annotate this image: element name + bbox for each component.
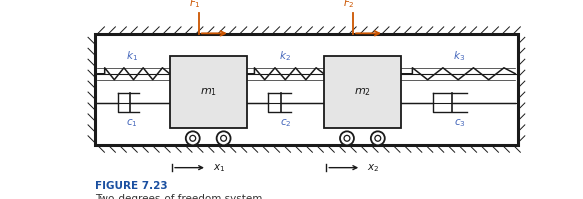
Text: $x_1$: $x_1$ [213, 162, 225, 174]
Circle shape [190, 135, 196, 141]
Text: $k_1$: $k_1$ [127, 49, 138, 63]
Bar [324, 56, 401, 128]
Text: $k_3$: $k_3$ [454, 49, 465, 63]
Circle shape [221, 135, 227, 141]
Circle shape [371, 131, 385, 145]
Text: $c_1$: $c_1$ [127, 118, 138, 129]
Circle shape [186, 131, 200, 145]
Text: Two-degrees-of-freedom system.: Two-degrees-of-freedom system. [95, 194, 266, 199]
Bar [170, 56, 247, 128]
Circle shape [375, 135, 381, 141]
Text: $x_2$: $x_2$ [367, 162, 380, 174]
Circle shape [344, 135, 350, 141]
Text: $m_2$: $m_2$ [354, 86, 371, 98]
Text: $c_2$: $c_2$ [279, 118, 291, 129]
Circle shape [217, 131, 230, 145]
Text: $F_2$: $F_2$ [343, 0, 355, 11]
Text: FIGURE 7.23: FIGURE 7.23 [95, 181, 168, 191]
Text: $F_1$: $F_1$ [189, 0, 201, 11]
Bar [95, 34, 518, 145]
Text: $m_1$: $m_1$ [199, 86, 217, 98]
Circle shape [340, 131, 354, 145]
Text: $c_3$: $c_3$ [454, 118, 465, 129]
Text: $k_2$: $k_2$ [279, 49, 291, 63]
